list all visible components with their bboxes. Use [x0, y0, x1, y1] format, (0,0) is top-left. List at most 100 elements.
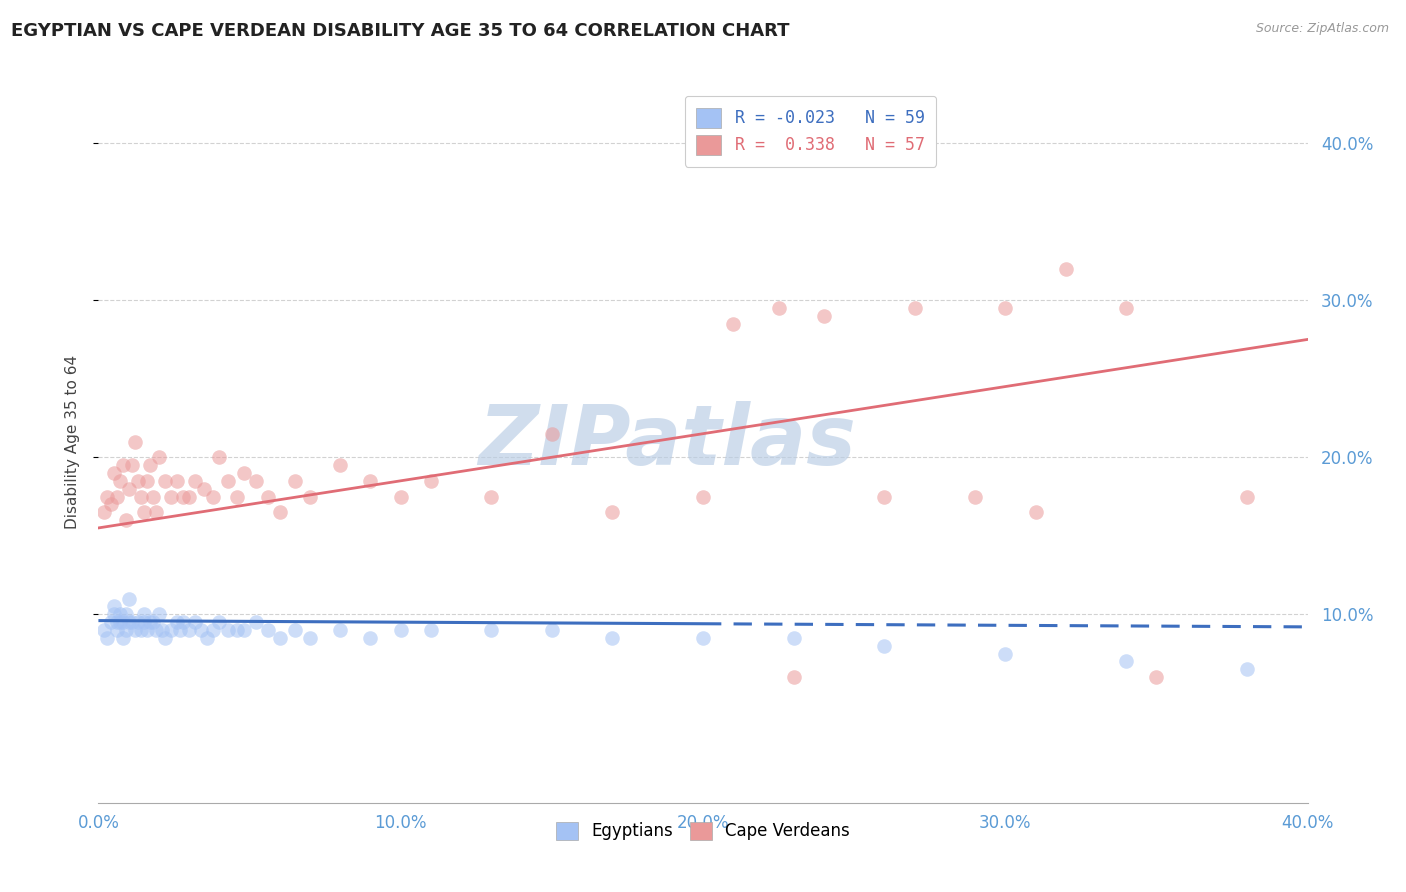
Point — [142, 490, 165, 504]
Point — [166, 615, 188, 630]
Point — [148, 607, 170, 622]
Point — [105, 615, 128, 630]
Point — [124, 623, 146, 637]
Point — [540, 623, 562, 637]
Point — [208, 615, 231, 630]
Point — [160, 490, 183, 504]
Point — [420, 623, 443, 637]
Point — [139, 615, 162, 630]
Point — [103, 607, 125, 622]
Point — [124, 434, 146, 449]
Legend: Egyptians, Cape Verdeans: Egyptians, Cape Verdeans — [548, 814, 858, 848]
Point — [103, 466, 125, 480]
Point — [299, 490, 322, 504]
Point — [226, 623, 249, 637]
Point — [96, 631, 118, 645]
Point — [103, 599, 125, 614]
Point — [232, 466, 254, 480]
Point — [153, 474, 176, 488]
Point — [193, 482, 215, 496]
Point — [118, 615, 141, 630]
Point — [202, 623, 225, 637]
Point — [1115, 655, 1137, 669]
Point — [1054, 261, 1077, 276]
Point — [226, 490, 249, 504]
Point — [108, 607, 131, 622]
Point — [184, 615, 207, 630]
Point — [1024, 505, 1046, 519]
Point — [202, 490, 225, 504]
Point — [135, 474, 157, 488]
Point — [108, 615, 131, 630]
Point — [179, 490, 201, 504]
Point — [389, 490, 412, 504]
Point — [256, 490, 278, 504]
Point — [1236, 662, 1258, 676]
Point — [105, 490, 128, 504]
Point — [96, 490, 118, 504]
Point — [153, 631, 176, 645]
Point — [160, 623, 183, 637]
Point — [994, 301, 1017, 315]
Point — [93, 623, 115, 637]
Point — [420, 474, 443, 488]
Point — [602, 505, 624, 519]
Point — [127, 615, 149, 630]
Point — [100, 615, 122, 630]
Point — [145, 623, 167, 637]
Point — [114, 623, 136, 637]
Point — [1144, 670, 1167, 684]
Text: EGYPTIAN VS CAPE VERDEAN DISABILITY AGE 35 TO 64 CORRELATION CHART: EGYPTIAN VS CAPE VERDEAN DISABILITY AGE … — [11, 22, 790, 40]
Point — [269, 631, 291, 645]
Point — [245, 474, 267, 488]
Point — [692, 490, 714, 504]
Point — [195, 631, 218, 645]
Point — [111, 458, 134, 472]
Point — [129, 623, 152, 637]
Point — [114, 513, 136, 527]
Point — [904, 301, 927, 315]
Point — [145, 505, 167, 519]
Text: ZIPatlas: ZIPatlas — [478, 401, 856, 482]
Text: Source: ZipAtlas.com: Source: ZipAtlas.com — [1256, 22, 1389, 36]
Point — [269, 505, 291, 519]
Point — [169, 623, 191, 637]
Point — [114, 607, 136, 622]
Point — [142, 615, 165, 630]
Point — [602, 631, 624, 645]
Point — [813, 309, 835, 323]
Point — [256, 623, 278, 637]
Point — [360, 631, 382, 645]
Point — [118, 482, 141, 496]
Point — [284, 623, 307, 637]
Point — [129, 490, 152, 504]
Point — [135, 623, 157, 637]
Point — [540, 426, 562, 441]
Point — [217, 623, 239, 637]
Point — [105, 623, 128, 637]
Point — [150, 623, 173, 637]
Y-axis label: Disability Age 35 to 64: Disability Age 35 to 64 — [65, 354, 80, 529]
Point — [127, 474, 149, 488]
Point — [108, 474, 131, 488]
Point — [965, 490, 987, 504]
Point — [481, 623, 503, 637]
Point — [100, 497, 122, 511]
Point — [1115, 301, 1137, 315]
Point — [994, 647, 1017, 661]
Point — [783, 670, 806, 684]
Point — [768, 301, 790, 315]
Point — [190, 623, 212, 637]
Point — [166, 474, 188, 488]
Point — [132, 615, 155, 630]
Point — [148, 450, 170, 465]
Point — [118, 591, 141, 606]
Point — [208, 450, 231, 465]
Point — [93, 505, 115, 519]
Point — [111, 615, 134, 630]
Point — [111, 631, 134, 645]
Point — [121, 615, 143, 630]
Point — [299, 631, 322, 645]
Point — [121, 458, 143, 472]
Point — [783, 631, 806, 645]
